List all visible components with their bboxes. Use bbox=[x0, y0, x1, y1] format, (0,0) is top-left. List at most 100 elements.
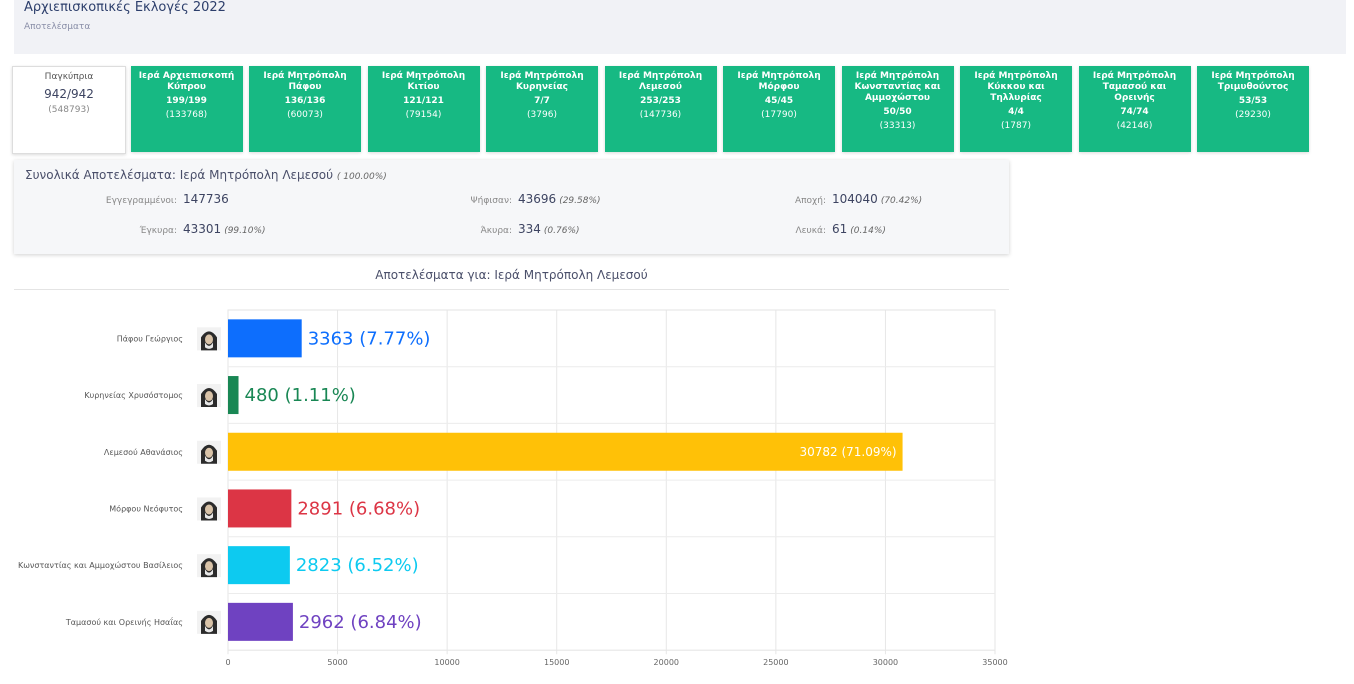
tile-count: 4/4 bbox=[1008, 107, 1024, 117]
bar bbox=[228, 432, 903, 471]
results-bar-chart: 0 5000 10000 15000 20000 25000 30000 35000 Πάφου… bbox=[18, 309, 1008, 667]
stat-voted-label: Ψήφισαν: bbox=[470, 196, 512, 206]
stat-blank-pct: (0.14%) bbox=[850, 226, 886, 236]
tile-count: 199/199 bbox=[166, 96, 207, 106]
tile-summary[interactable]: Παγκύπρια 942/942 (548793) bbox=[12, 66, 126, 154]
tile-voters: (548793) bbox=[48, 105, 90, 115]
tile-voters: (42146) bbox=[1116, 121, 1153, 131]
tile-count: 136/136 bbox=[284, 96, 326, 106]
tile-voters: (133768) bbox=[165, 110, 208, 120]
avatar-icon bbox=[197, 610, 221, 634]
totals-panel: Συνολικά Αποτελέσματα: Ιερά Μητρόπολη Λε… bbox=[14, 160, 1009, 254]
bar-value-label: 3363 (7.77%) bbox=[308, 328, 431, 349]
tile-district[interactable]: Ιερά Μητρόπολη Τριμυθούντος 53/53 (29230) bbox=[1197, 66, 1309, 152]
stat-blank-label: Λευκά: bbox=[795, 226, 827, 236]
tile-count: 253/253 bbox=[640, 96, 681, 106]
tile-voters: (33313) bbox=[879, 121, 916, 131]
tile-district[interactable]: Ιερά Μητρόπολη Ταμασού και Ορεινής 74/74 (… bbox=[1078, 66, 1191, 152]
avatar-icon bbox=[197, 327, 221, 351]
avatar-icon bbox=[197, 384, 221, 408]
tile-name: Ιερά Μητρόπολη Κυρηνείας bbox=[500, 71, 584, 92]
stat-abstention: Αποχή: 104040 (70.42%) bbox=[734, 192, 922, 206]
page-title: Αρχιεπισκοπικές Εκλογές 2022 bbox=[24, 0, 226, 15]
avatar-icon bbox=[197, 554, 221, 578]
tile-name: Παγκύπρια bbox=[44, 72, 94, 82]
stat-invalid-label: Άκυρα: bbox=[480, 226, 512, 236]
bar-value-label: 30782 (71.09%) bbox=[799, 445, 896, 459]
bar bbox=[228, 546, 290, 585]
tile-count: 74/74 bbox=[1120, 107, 1149, 117]
stat-valid-pct: (99.10%) bbox=[224, 226, 266, 236]
tile-name: Ιερά Μητρόπολη Λεμεσού bbox=[618, 71, 703, 92]
stat-registered-value: 147736 bbox=[183, 192, 229, 206]
tile-count: 53/53 bbox=[1238, 96, 1268, 106]
category-label: Ταμασού και Ορεινής Ησαΐας bbox=[65, 616, 183, 627]
category-label: Πάφου Γεώργιος bbox=[117, 333, 183, 343]
category-label: Μόρφου Νεόφυτος bbox=[109, 503, 183, 513]
x-tick-label: 30000 bbox=[873, 658, 898, 667]
stat-registered-label: Εγγεγραμμένοι: bbox=[105, 196, 177, 206]
stat-abstention-label: Αποχή: bbox=[794, 196, 826, 206]
stat-blank: Λευκά: 61 (0.14%) bbox=[734, 222, 886, 236]
stat-valid: Έγκυρα: 43301 (99.10%) bbox=[74, 222, 266, 236]
x-tick-label: 15000 bbox=[544, 658, 569, 667]
tile-district[interactable]: Ιερά Μητρόπολη Κύκκου και Τηλλυρίας 4/4 (1… bbox=[960, 66, 1072, 152]
tile-name: Ιερά Μητρόπολη Ταμασού και Ορεινής bbox=[1092, 71, 1177, 103]
tile-voters: (1787) bbox=[1001, 121, 1031, 131]
bar-value-label: 2962 (6.84%) bbox=[299, 612, 422, 633]
tile-count: 7/7 bbox=[534, 96, 550, 106]
stat-voted: Ψήφισαν: 43696 (29.58%) bbox=[412, 192, 601, 206]
bar-value-label: 2891 (6.68%) bbox=[297, 498, 420, 519]
page-subtitle: Αποτελέσματα bbox=[24, 22, 91, 32]
results-title: Αποτελέσματα για: Ιερά Μητρόπολη Λεμεσού bbox=[375, 268, 648, 282]
tile-voters: (29230) bbox=[1235, 110, 1271, 120]
x-tick-label: 10000 bbox=[434, 658, 459, 667]
category-label: Κυρηνείας Χρυσόστομος bbox=[84, 390, 183, 400]
x-tick-label: 35000 bbox=[982, 658, 1007, 667]
tile-district[interactable]: Ιερά Μητρόπολη Πάφου 136/136 (60073) bbox=[249, 66, 361, 152]
tile-district[interactable]: Ιερά Μητρόπολη Κυρηνείας 7/7 (3796) bbox=[486, 66, 598, 152]
tile-district[interactable]: Ιερά Αρχιεπισκοπή Κύπρου 199/199 (133768) bbox=[130, 66, 243, 152]
tile-district[interactable]: Ιερά Μητρόπολη Μόρφου 45/45 (17790) bbox=[723, 66, 835, 152]
stat-valid-label: Έγκυρα: bbox=[139, 226, 177, 236]
tile-voters: (3796) bbox=[527, 110, 557, 120]
avatar-icon bbox=[197, 497, 221, 521]
tile-voters: (79154) bbox=[405, 110, 442, 120]
bar bbox=[228, 376, 239, 415]
tile-name: Ιερά Αρχιεπισκοπή Κύπρου bbox=[138, 71, 235, 92]
stat-valid-value: 43301 bbox=[183, 222, 222, 236]
tile-count: 121/121 bbox=[403, 96, 444, 106]
tile-name: Ιερά Μητρόπολη Κύκκου και Τηλλυρίας bbox=[974, 71, 1058, 103]
totals-title-pct: ( 100.00%) bbox=[336, 172, 387, 182]
stat-registered: Εγγεγραμμένοι: 147736 bbox=[74, 192, 229, 206]
stat-abstention-value: 104040 bbox=[832, 192, 878, 206]
bar bbox=[228, 319, 302, 358]
results-divider bbox=[14, 289, 1009, 290]
stat-invalid: Άκυρα: 334 (0.76%) bbox=[412, 222, 580, 236]
category-label: Κωνσταντίας και Αμμοχώστου Βασίλειος bbox=[18, 560, 183, 570]
tile-district[interactable]: Ιερά Μητρόπολη Κωνσταντίας και Αμμοχώστο… bbox=[841, 66, 954, 152]
stat-blank-value: 61 bbox=[832, 222, 848, 236]
tile-voters: (17790) bbox=[761, 110, 797, 120]
bar bbox=[228, 602, 293, 641]
tile-name: Ιερά Μητρόπολη Τριμυθούντος bbox=[1211, 71, 1295, 92]
x-tick-label: 5000 bbox=[327, 658, 347, 667]
category-label: Λεμεσού Αθανάσιος bbox=[104, 447, 183, 457]
stat-invalid-value: 334 bbox=[518, 222, 541, 236]
tile-district[interactable]: Ιερά Μητρόπολη Κιτίου 121/121 (79154) bbox=[367, 66, 480, 152]
tile-voters: (60073) bbox=[287, 110, 323, 120]
page-header: Αρχιεπισκοπικές Εκλογές 2022 Αποτελέσματ… bbox=[14, 0, 1346, 54]
x-tick-label: 25000 bbox=[763, 658, 788, 667]
tile-voters: (147736) bbox=[639, 110, 682, 120]
tile-name: Ιερά Μητρόπολη Μόρφου bbox=[737, 71, 821, 92]
x-tick-label: 20000 bbox=[654, 658, 679, 667]
totals-title-text: Συνολικά Αποτελέσματα: Ιερά Μητρόπολη Λε… bbox=[25, 168, 334, 182]
bar bbox=[228, 489, 292, 528]
x-tick-label: 0 bbox=[225, 658, 230, 667]
tile-name: Ιερά Μητρόπολη Κωνσταντίας και Αμμοχώστο… bbox=[854, 71, 941, 103]
tile-district[interactable]: Ιερά Μητρόπολη Λεμεσού 253/253 (147736) bbox=[604, 66, 717, 152]
stat-voted-pct: (29.58%) bbox=[559, 196, 601, 206]
avatar-icon bbox=[197, 440, 221, 464]
stat-invalid-pct: (0.76%) bbox=[543, 226, 580, 236]
tile-count: 45/45 bbox=[764, 96, 794, 106]
